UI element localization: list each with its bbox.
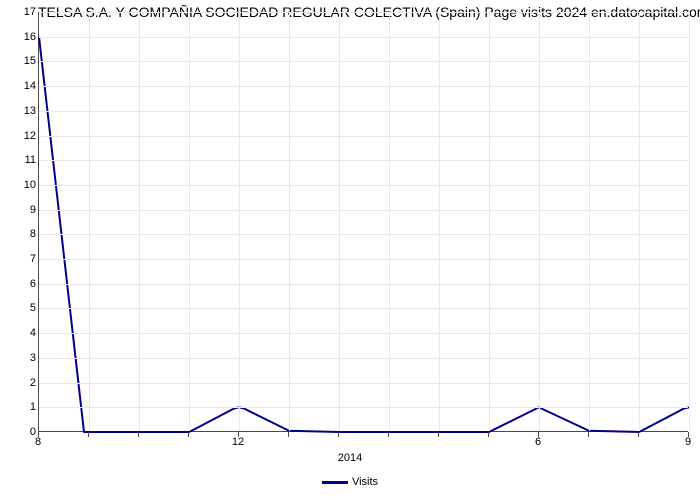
ytick-label: 13	[24, 105, 36, 117]
xtick-label: 6	[535, 436, 541, 448]
gridline-h	[39, 136, 688, 137]
gridline-h	[39, 61, 688, 62]
xtick-mark	[288, 432, 289, 437]
ytick-label: 7	[30, 253, 36, 265]
plot-area	[38, 12, 688, 432]
ytick-label: 12	[24, 130, 36, 142]
gridline-h	[39, 259, 688, 260]
xtick-mark	[588, 432, 589, 437]
gridline-v	[389, 12, 390, 431]
xtick-mark	[38, 432, 39, 437]
gridline-h	[39, 383, 688, 384]
xtick-mark	[188, 432, 189, 437]
xtick-label: 12	[232, 436, 244, 448]
ytick-label: 16	[24, 31, 36, 43]
legend-label: Visits	[352, 476, 378, 488]
gridline-h	[39, 308, 688, 309]
legend: Visits	[322, 476, 378, 488]
gridline-v	[289, 12, 290, 431]
gridline-v	[489, 12, 490, 431]
gridline-v	[139, 12, 140, 431]
gridline-v	[689, 12, 690, 431]
ytick-label: 2	[30, 377, 36, 389]
gridline-v	[539, 12, 540, 431]
gridline-h	[39, 37, 688, 38]
gridline-v	[589, 12, 590, 431]
xtick-mark	[538, 432, 539, 437]
xtick-mark	[238, 432, 239, 437]
ytick-label: 1	[30, 401, 36, 413]
gridline-h	[39, 284, 688, 285]
xtick-mark	[138, 432, 139, 437]
ytick-label: 6	[30, 278, 36, 290]
xtick-mark	[488, 432, 489, 437]
gridline-v	[239, 12, 240, 431]
visits-line	[39, 12, 689, 432]
ytick-label: 14	[24, 80, 36, 92]
xtick-mark	[688, 432, 689, 437]
xtick-mark	[638, 432, 639, 437]
ytick-label: 3	[30, 352, 36, 364]
xtick-mark	[438, 432, 439, 437]
gridline-h	[39, 333, 688, 334]
ytick-label: 5	[30, 302, 36, 314]
x-axis-label: 2014	[338, 452, 362, 464]
gridline-h	[39, 358, 688, 359]
gridline-v	[639, 12, 640, 431]
gridline-h	[39, 160, 688, 161]
gridline-v	[89, 12, 90, 431]
chart-container: TELSA S.A. Y COMPAÑIA SOCIEDAD REGULAR C…	[0, 0, 700, 500]
gridline-h	[39, 12, 688, 13]
ytick-label: 4	[30, 327, 36, 339]
gridline-v	[439, 12, 440, 431]
gridline-v	[339, 12, 340, 431]
ytick-label: 10	[24, 179, 36, 191]
xtick-mark	[88, 432, 89, 437]
ytick-label: 17	[24, 6, 36, 18]
gridline-h	[39, 234, 688, 235]
ytick-label: 11	[25, 154, 36, 166]
ytick-label: 15	[24, 55, 36, 67]
gridline-h	[39, 86, 688, 87]
ytick-label: 8	[30, 228, 36, 240]
xtick-label: 8	[35, 436, 41, 448]
xtick-mark	[388, 432, 389, 437]
gridline-h	[39, 407, 688, 408]
gridline-v	[189, 12, 190, 431]
ytick-label: 9	[30, 204, 36, 216]
gridline-h	[39, 185, 688, 186]
gridline-h	[39, 111, 688, 112]
gridline-h	[39, 210, 688, 211]
xtick-mark	[338, 432, 339, 437]
xtick-label: 9	[685, 436, 691, 448]
legend-swatch	[322, 481, 348, 484]
